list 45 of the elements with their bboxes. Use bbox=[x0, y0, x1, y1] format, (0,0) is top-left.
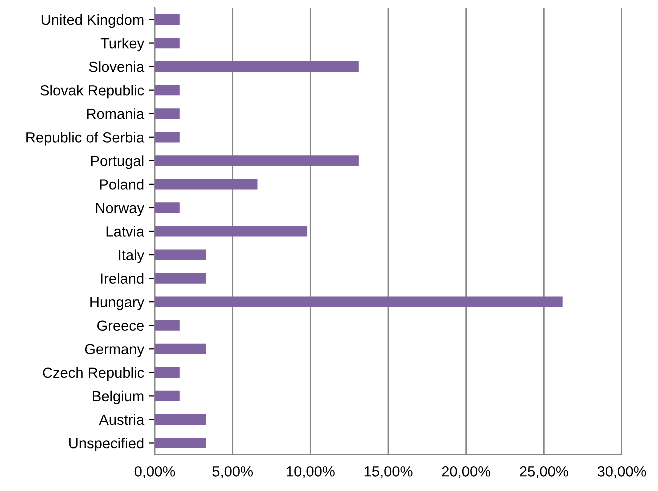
y-tick-label: Austria bbox=[99, 414, 145, 426]
bar bbox=[155, 179, 258, 190]
bar bbox=[155, 85, 180, 96]
bar bbox=[155, 414, 206, 426]
bar bbox=[155, 202, 180, 214]
y-tick-label: Republic of Serbia bbox=[26, 132, 145, 146]
y-tick-label: Norway bbox=[96, 203, 145, 216]
x-tick-label: 0,00% bbox=[134, 466, 176, 479]
bar bbox=[155, 250, 206, 260]
x-tick-label: 20,00% bbox=[442, 466, 491, 479]
bar bbox=[155, 38, 180, 49]
bar bbox=[155, 62, 359, 72]
x-tick-label: 10,00% bbox=[287, 466, 335, 479]
y-tick-label: Belgium bbox=[93, 390, 144, 404]
bar bbox=[155, 108, 180, 120]
y-tick-label: Czech Republic bbox=[43, 367, 144, 381]
y-tick-label: Ireland bbox=[101, 273, 144, 284]
bar bbox=[155, 14, 180, 26]
y-tick-label: Hungary bbox=[90, 297, 145, 310]
bar bbox=[155, 367, 180, 378]
y-tick-label: Slovak Republic bbox=[40, 85, 144, 99]
bar bbox=[155, 296, 563, 308]
bar bbox=[155, 320, 180, 331]
y-tick-label: Unspecified bbox=[70, 438, 144, 452]
bar bbox=[155, 438, 206, 449]
y-tick-label: Slovenia bbox=[89, 62, 145, 72]
y-tick-label: Germany bbox=[85, 344, 145, 358]
bar bbox=[155, 156, 359, 166]
y-tick-label: Greece bbox=[97, 320, 144, 332]
bar bbox=[155, 226, 308, 237]
y-tick-label: Poland bbox=[100, 179, 144, 190]
y-tick-label: Portugal bbox=[91, 156, 144, 170]
bar bbox=[155, 390, 180, 402]
y-tick-label: Turkey bbox=[100, 38, 145, 52]
bar bbox=[155, 132, 180, 143]
y-tick-label: Romania bbox=[87, 108, 145, 120]
y-tick-label: Italy bbox=[119, 250, 145, 264]
x-tick-label: 30,00% bbox=[598, 466, 646, 479]
y-tick-label: Latvia bbox=[106, 226, 145, 237]
x-tick-label: 5,00% bbox=[212, 466, 253, 479]
x-tick-label: 25,00% bbox=[520, 466, 568, 479]
bar bbox=[155, 273, 206, 284]
y-tick-label: United Kingdom bbox=[42, 14, 144, 28]
x-tick-label: 15,00% bbox=[364, 466, 413, 479]
bar bbox=[155, 344, 206, 354]
